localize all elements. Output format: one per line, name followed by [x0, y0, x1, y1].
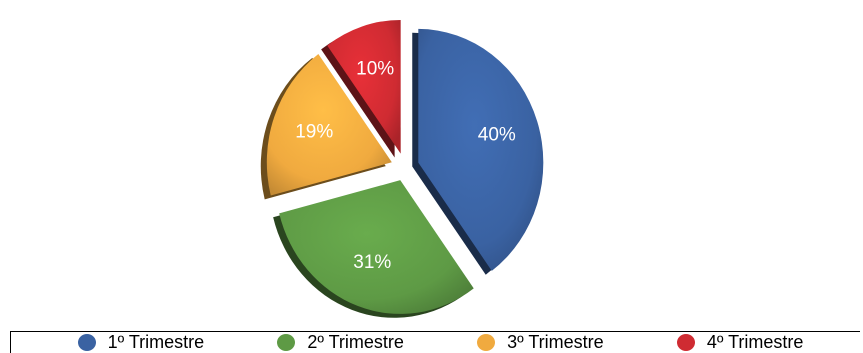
data-label-1: 40% — [478, 124, 516, 145]
legend-marker-4 — [676, 334, 695, 351]
legend-label-1: 1º Trimestre — [107, 332, 205, 352]
pie-slice-3 — [266, 54, 392, 196]
pie-slice-1 — [418, 28, 544, 271]
legend-item-4: 4º Trimestre — [676, 332, 804, 353]
legend-marker-1 — [77, 334, 96, 351]
pie-slices — [266, 19, 544, 314]
pie-slice-4 — [327, 19, 401, 154]
pie-slice-2 — [279, 180, 474, 314]
data-label-4: 10% — [356, 59, 394, 80]
legend-marker-3 — [477, 334, 496, 351]
legend-item-1: 1º Trimestre — [77, 332, 205, 353]
legend-marker-2 — [277, 334, 296, 351]
data-label-2: 31% — [353, 252, 391, 273]
legend-label-4: 4º Trimestre — [706, 332, 804, 352]
pie-data-labels: 40% 31% 19% 10% — [295, 59, 516, 274]
data-label-3: 19% — [295, 121, 333, 142]
legend-label-3: 3º Trimestre — [507, 332, 604, 352]
chart-legend: 1º Trimestre 2º Trimestre 3º Trimestre 4… — [10, 331, 860, 353]
legend-item-2: 2º Trimestre — [277, 332, 404, 353]
legend-item-3: 3º Trimestre — [477, 332, 604, 353]
legend-label-2: 2º Trimestre — [307, 332, 404, 352]
